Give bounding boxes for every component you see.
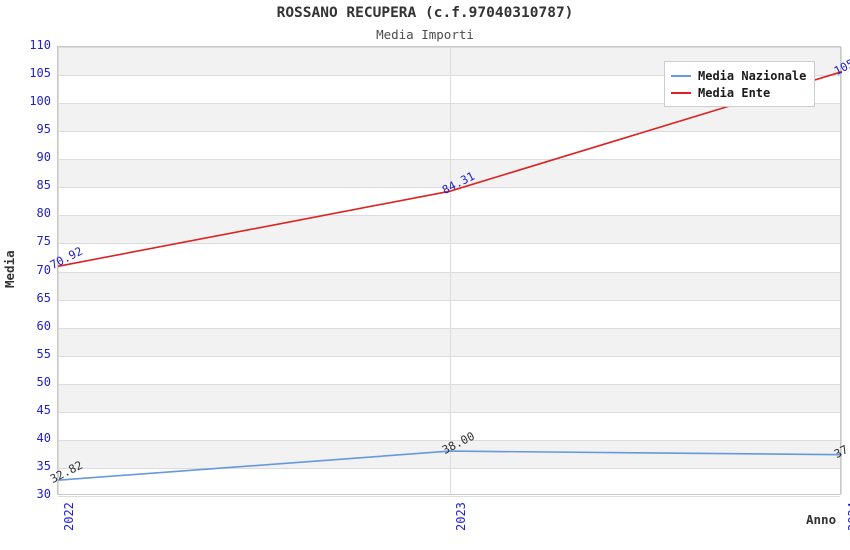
gridline-horizontal [58, 467, 840, 469]
chart-title: ROSSANO RECUPERA (c.f.97040310787) [276, 5, 574, 21]
legend-label-media-ente: Media Ente [698, 85, 771, 100]
chart-subtitle: Media Importi [376, 27, 474, 42]
y-tick-label: 90 [36, 150, 51, 165]
plot-band [58, 159, 840, 188]
y-tick-label: 85 [36, 178, 51, 193]
y-tick-label: 75 [36, 234, 51, 249]
y-tick-label: 50 [36, 374, 51, 389]
gridline-horizontal [58, 215, 840, 217]
y-tick-label: 40 [36, 430, 51, 445]
legend-swatch-media-ente [671, 91, 691, 94]
plot-band [58, 327, 840, 356]
y-tick-label: 55 [36, 346, 51, 361]
gridline-horizontal [58, 439, 840, 441]
y-tick-label: 95 [36, 122, 51, 137]
x-axis-title: Anno [806, 512, 837, 527]
plot-area [57, 46, 843, 497]
series-lines [57, 70, 843, 481]
series-line-media-nazionale [57, 450, 843, 481]
gridline-horizontal [58, 75, 840, 77]
gridline-vertical [450, 47, 451, 494]
y-tick-label: 80 [36, 206, 51, 221]
y-tick-label: 30 [36, 487, 51, 501]
y-tick-label: 100 [29, 94, 51, 109]
y-tick-label: 65 [36, 290, 51, 305]
gridline-vertical [841, 47, 842, 494]
series-line-media-ente [57, 70, 843, 268]
plot-band [58, 383, 840, 412]
y-tick-label: 110 [29, 38, 51, 52]
gridline-horizontal [58, 496, 840, 497]
gridline-horizontal [58, 159, 840, 161]
y-tick-label: 45 [36, 402, 51, 417]
gridline-horizontal [58, 271, 840, 273]
gridline-horizontal [58, 299, 840, 301]
x-tick-label: 2022 [62, 502, 76, 531]
gridline-horizontal [58, 355, 840, 357]
legend-item-media-nazionale[interactable]: Media Nazionale [671, 67, 806, 84]
gridline-horizontal [58, 131, 840, 133]
gridline-horizontal [58, 411, 840, 413]
plot-band [58, 103, 840, 132]
y-tick-label: 35 [36, 458, 51, 473]
y-tick-label: 60 [36, 318, 51, 333]
gridline-horizontal [58, 103, 840, 105]
legend-label-media-nazionale: Media Nazionale [698, 68, 807, 83]
plot-band [58, 271, 840, 300]
y-tick-label: 105 [29, 66, 51, 81]
legend-item-media-ente[interactable]: Media Ente [671, 84, 806, 101]
gridline-horizontal [58, 243, 840, 245]
gridline-horizontal [58, 327, 840, 329]
plot-band [58, 215, 840, 244]
x-tick-label: 2023 [454, 502, 468, 531]
gridline-horizontal [58, 187, 840, 189]
legend-swatch-media-nazionale [671, 74, 691, 77]
gridline-vertical [58, 47, 59, 494]
gridline-horizontal [58, 383, 840, 385]
y-tick-label: 70 [36, 262, 51, 277]
chart-legend[interactable]: Media Nazionale Media Ente [664, 61, 816, 107]
gridline-horizontal [58, 47, 840, 48]
